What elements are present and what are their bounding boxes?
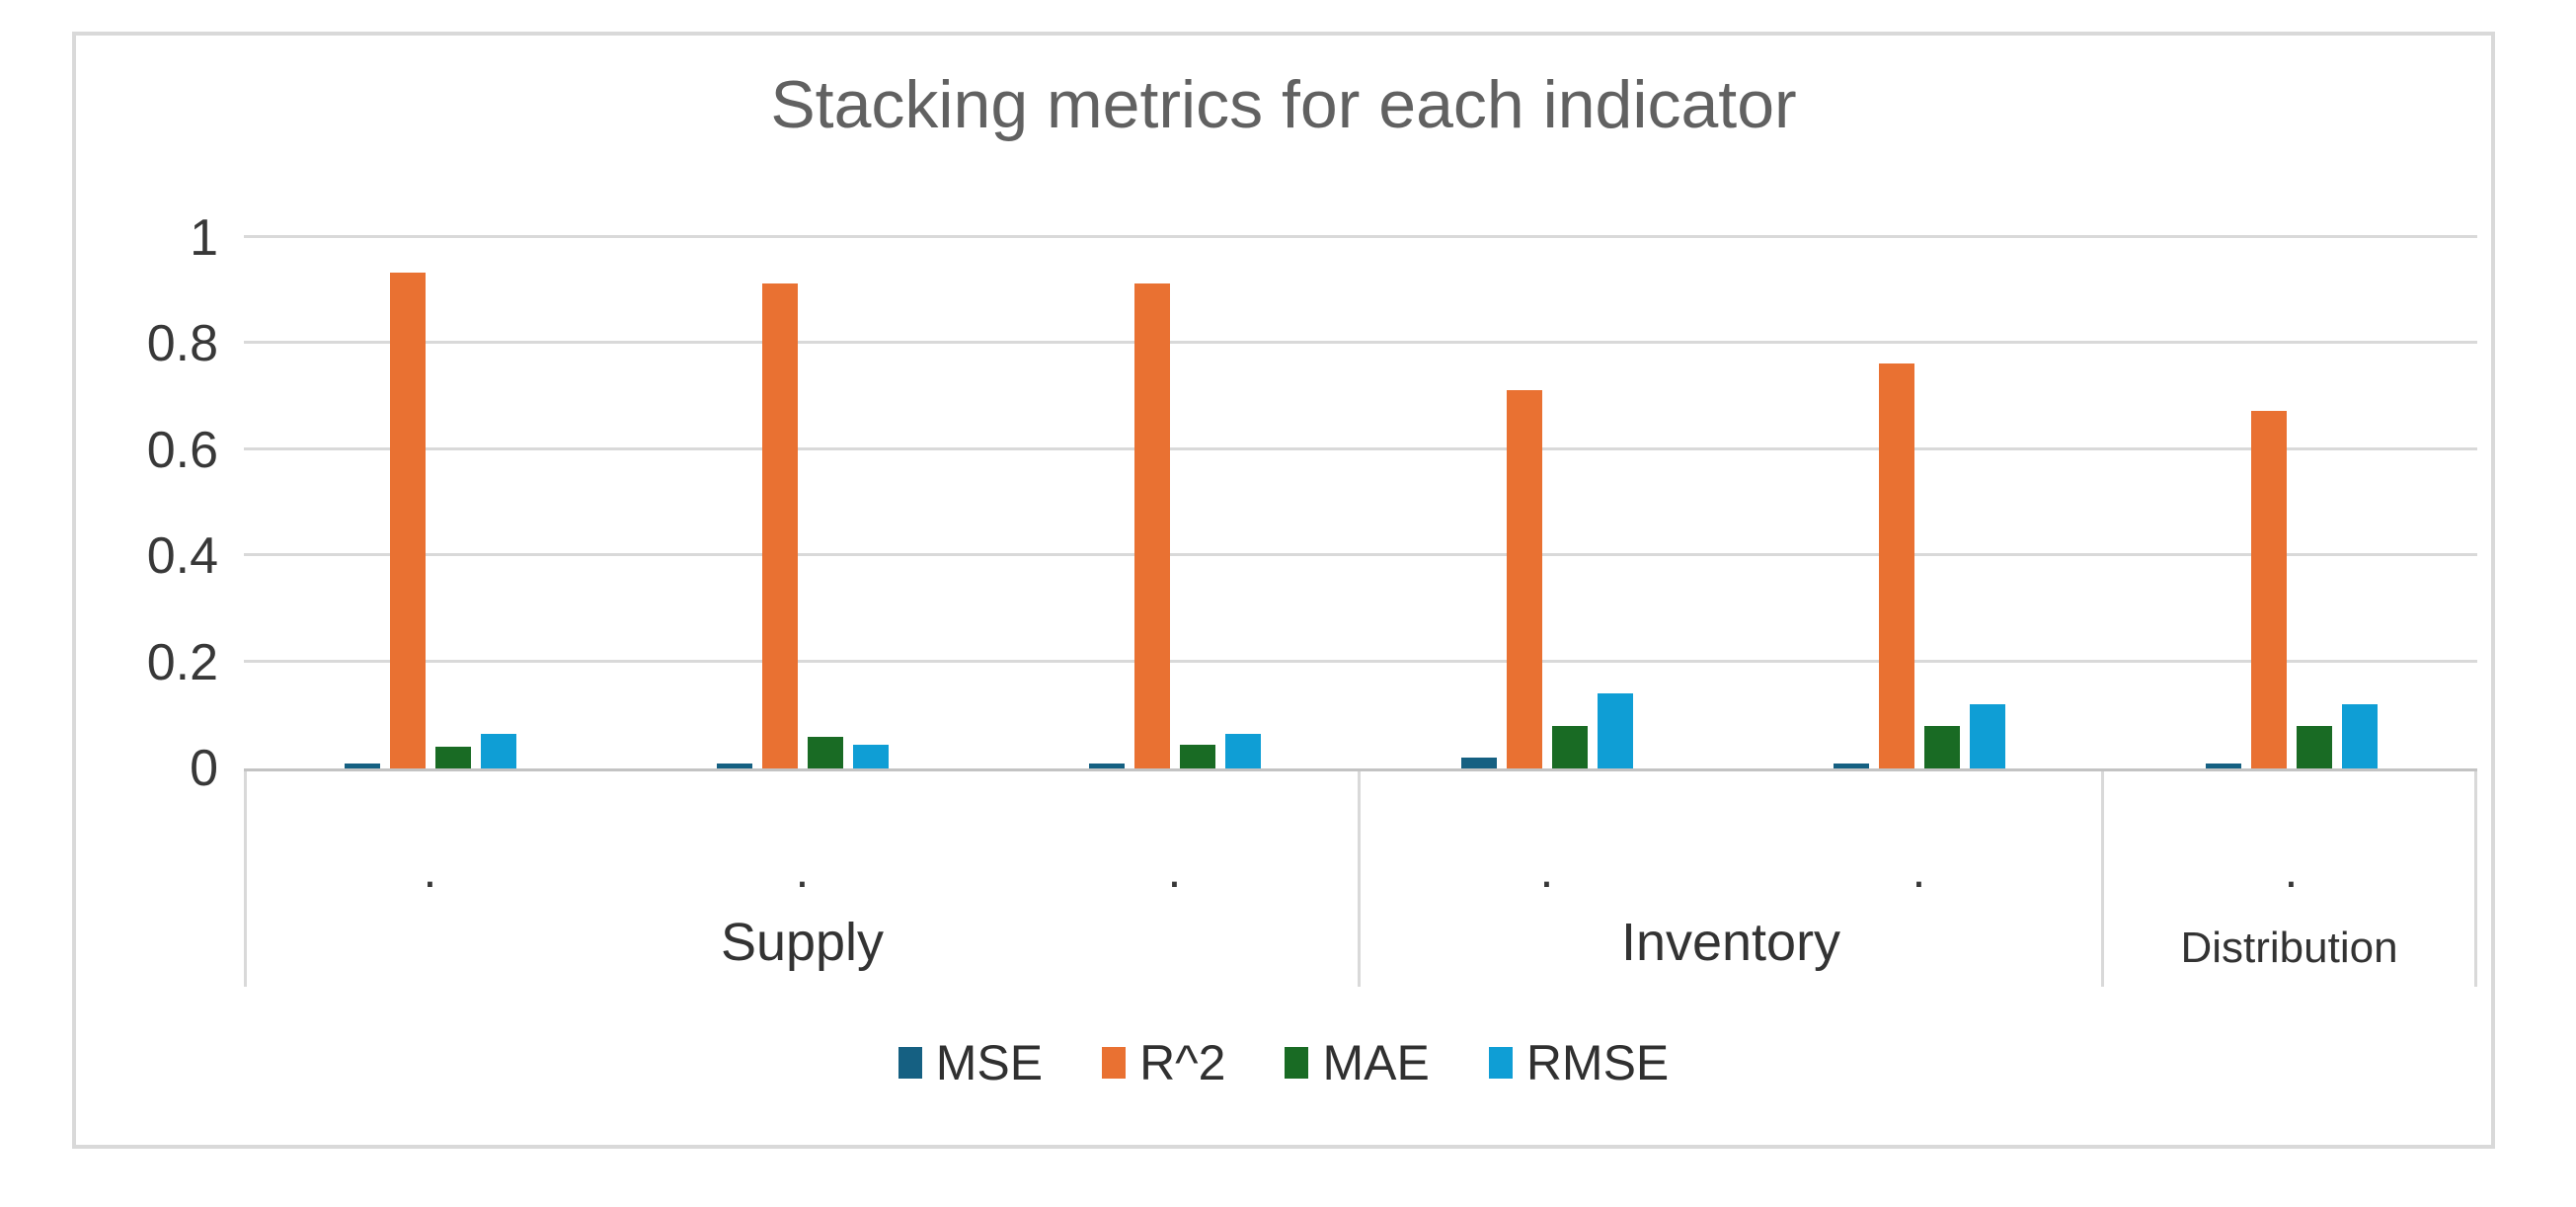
bars-layer	[244, 238, 2477, 768]
y-axis-tick-label: 0.6	[146, 421, 218, 479]
legend: MSE R^2 MAE RMSE	[76, 1023, 2491, 1102]
legend-label: MSE	[935, 1035, 1044, 1090]
chart-frame: Stacking metrics for each indicator 0 0.2…	[72, 32, 2495, 1149]
group-label: Inventory	[1620, 913, 1841, 972]
bar-mae	[2296, 725, 2332, 768]
bar-mae	[1551, 725, 1588, 768]
category-groups: Supply Inventory Distribution	[244, 771, 2477, 987]
category-tick-slot: .	[2284, 843, 2299, 898]
legend-swatch	[898, 1047, 922, 1079]
y-axis-tick-label: 1	[190, 209, 218, 267]
bar-cluster	[616, 238, 988, 768]
bar-mse	[344, 763, 380, 768]
bar-rmse	[480, 733, 516, 768]
bar-mse	[1833, 763, 1869, 768]
y-axis-tick-label: 0.8	[146, 315, 218, 373]
bar-mae	[807, 736, 843, 768]
category-tick-slot: .	[795, 843, 810, 898]
legend-swatch	[1102, 1047, 1127, 1079]
legend-label: RMSE	[1525, 1035, 1670, 1090]
bar-cluster	[988, 238, 1361, 768]
bar-cluster	[1361, 238, 1733, 768]
bar-rmse	[852, 744, 889, 768]
category-tick-slot: .	[1167, 843, 1182, 898]
category-tick-labels: ......	[244, 771, 2477, 898]
bar-r2	[1133, 282, 1170, 768]
bar-mae	[434, 747, 471, 768]
legend-item-rmse: RMSE	[1488, 1034, 1670, 1091]
bar-mse	[1088, 763, 1125, 768]
category-group-supply: Supply	[244, 771, 1361, 987]
group-label: Distribution	[2180, 924, 2398, 972]
category-group-distribution: Distribution	[2104, 771, 2477, 987]
category-tick-slot: .	[1539, 843, 1554, 898]
gridline	[244, 446, 2477, 450]
legend-item-mse: MSE	[898, 1034, 1043, 1091]
bar-rmse	[1597, 693, 1633, 768]
plot-area: 0 0.2 0.4 0.6 0.8 1	[147, 209, 2477, 797]
bar-rmse	[1969, 704, 2005, 768]
bar-cluster	[2105, 238, 2477, 768]
gridline	[244, 341, 2477, 345]
category-tick-slot: .	[1912, 843, 1926, 898]
bar-mse	[1460, 758, 1497, 768]
category-tick-slot: .	[423, 843, 437, 898]
legend-item-mae: MAE	[1285, 1034, 1430, 1091]
bar-cluster	[1733, 238, 2105, 768]
bar-r2	[2250, 411, 2287, 768]
gridline	[244, 235, 2477, 238]
bar-rmse	[1224, 733, 1261, 768]
bar-mse	[2205, 763, 2241, 768]
legend-swatch	[1488, 1047, 1513, 1079]
bar-r2	[389, 272, 426, 768]
legend-label: R^2	[1139, 1035, 1226, 1090]
legend-swatch	[1285, 1047, 1309, 1079]
bar-cluster	[244, 238, 616, 768]
bar-mae	[1923, 725, 1960, 768]
legend-label: MAE	[1322, 1035, 1430, 1090]
bar-mse	[716, 763, 752, 768]
y-axis-tick-label: 0.4	[146, 527, 218, 586]
gridline	[244, 553, 2477, 557]
legend-item-r2: R^2	[1102, 1034, 1225, 1091]
group-label: Supply	[720, 913, 885, 972]
bar-mae	[1179, 744, 1215, 768]
category-group-inventory: Inventory	[1361, 771, 2104, 987]
bar-r2	[761, 282, 798, 768]
bar-r2	[1506, 389, 1542, 768]
y-axis-tick-label: 0.2	[146, 633, 218, 691]
category-axis-area: Supply Inventory Distribution ......	[244, 771, 2477, 987]
bar-rmse	[2341, 704, 2378, 768]
y-axis-tick-label: 0	[190, 740, 218, 797]
bar-r2	[1878, 362, 1914, 768]
chart-title: Stacking metrics for each indicator	[770, 67, 1797, 142]
gridline	[244, 659, 2477, 663]
